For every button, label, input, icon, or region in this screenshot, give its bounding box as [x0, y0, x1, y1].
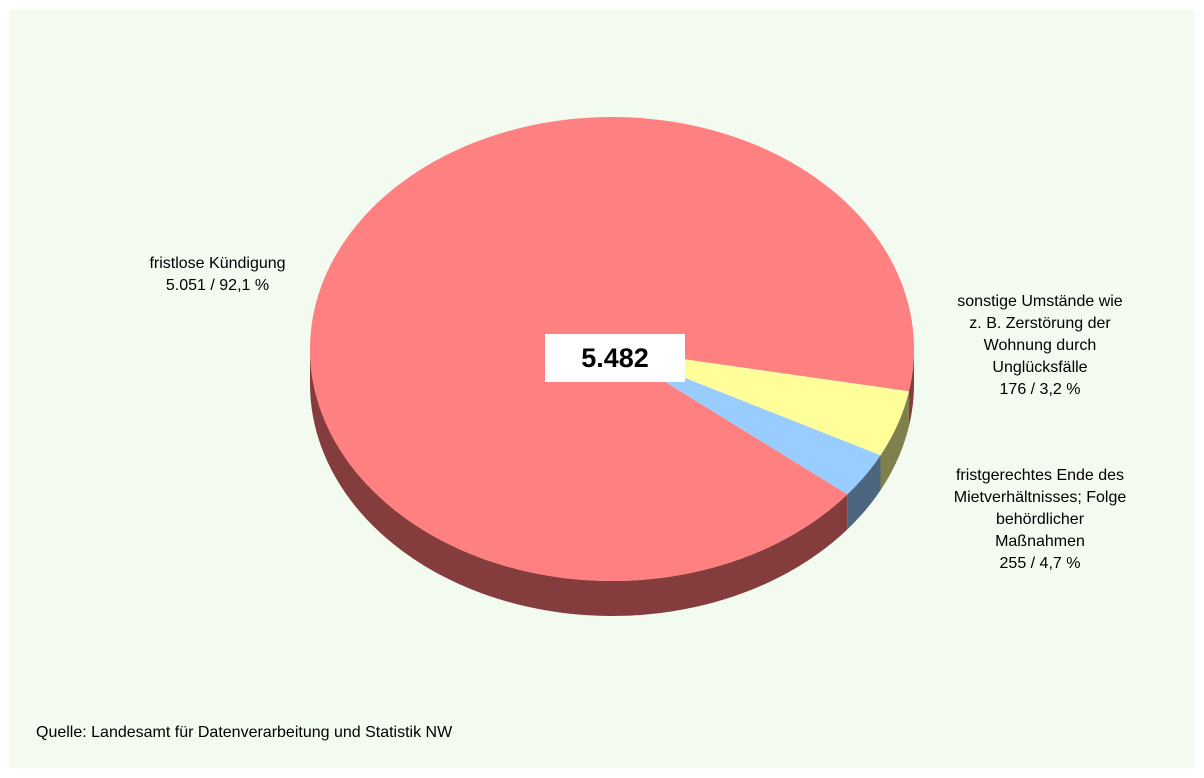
label-value: 255 / 4,7 %	[999, 555, 1081, 572]
slice-label-fristgerechtes-ende: fristgerechtes Ende des Mietverhältnisse…	[920, 465, 1160, 575]
label-line: fristgerechtes Ende des	[955, 467, 1125, 484]
pie-side-fristlose-kuendigung	[908, 349, 914, 427]
slice-label-sonstige-umstaende: sonstige Umstände wie z. B. Zerstörung d…	[930, 291, 1150, 401]
pie-side-fristlose-kuendigung	[310, 349, 848, 616]
label-value: 176 / 3,2 %	[999, 381, 1081, 398]
label-line: fristlose Kündigung	[149, 255, 286, 272]
source-note: Quelle: Landesamt für Datenverarbeitung …	[36, 724, 453, 741]
label-line: Unglücksfälle	[992, 359, 1088, 376]
label-line: behördlicher	[995, 511, 1085, 528]
label-value: 5.051 / 92,1 %	[165, 277, 270, 294]
total-value-box: 5.482	[545, 334, 685, 382]
label-line: Mietverhältnisses; Folge	[953, 489, 1127, 506]
pie-slice-fristgerechtes-ende	[612, 349, 909, 456]
pie-slice-sonstige-umstaende	[612, 349, 881, 495]
pie-side-sonstige-umstaende	[847, 455, 881, 530]
label-line: sonstige Umstände wie	[957, 293, 1123, 310]
label-line: Wohnung durch	[983, 337, 1097, 354]
label-line: z. B. Zerstörung der	[969, 315, 1111, 332]
label-line: Maßnahmen	[995, 533, 1085, 550]
slice-label-fristlose-kuendigung: fristlose Kündigung 5.051 / 92,1 %	[120, 253, 315, 297]
pie-side-fristgerechtes-ende	[880, 391, 909, 491]
